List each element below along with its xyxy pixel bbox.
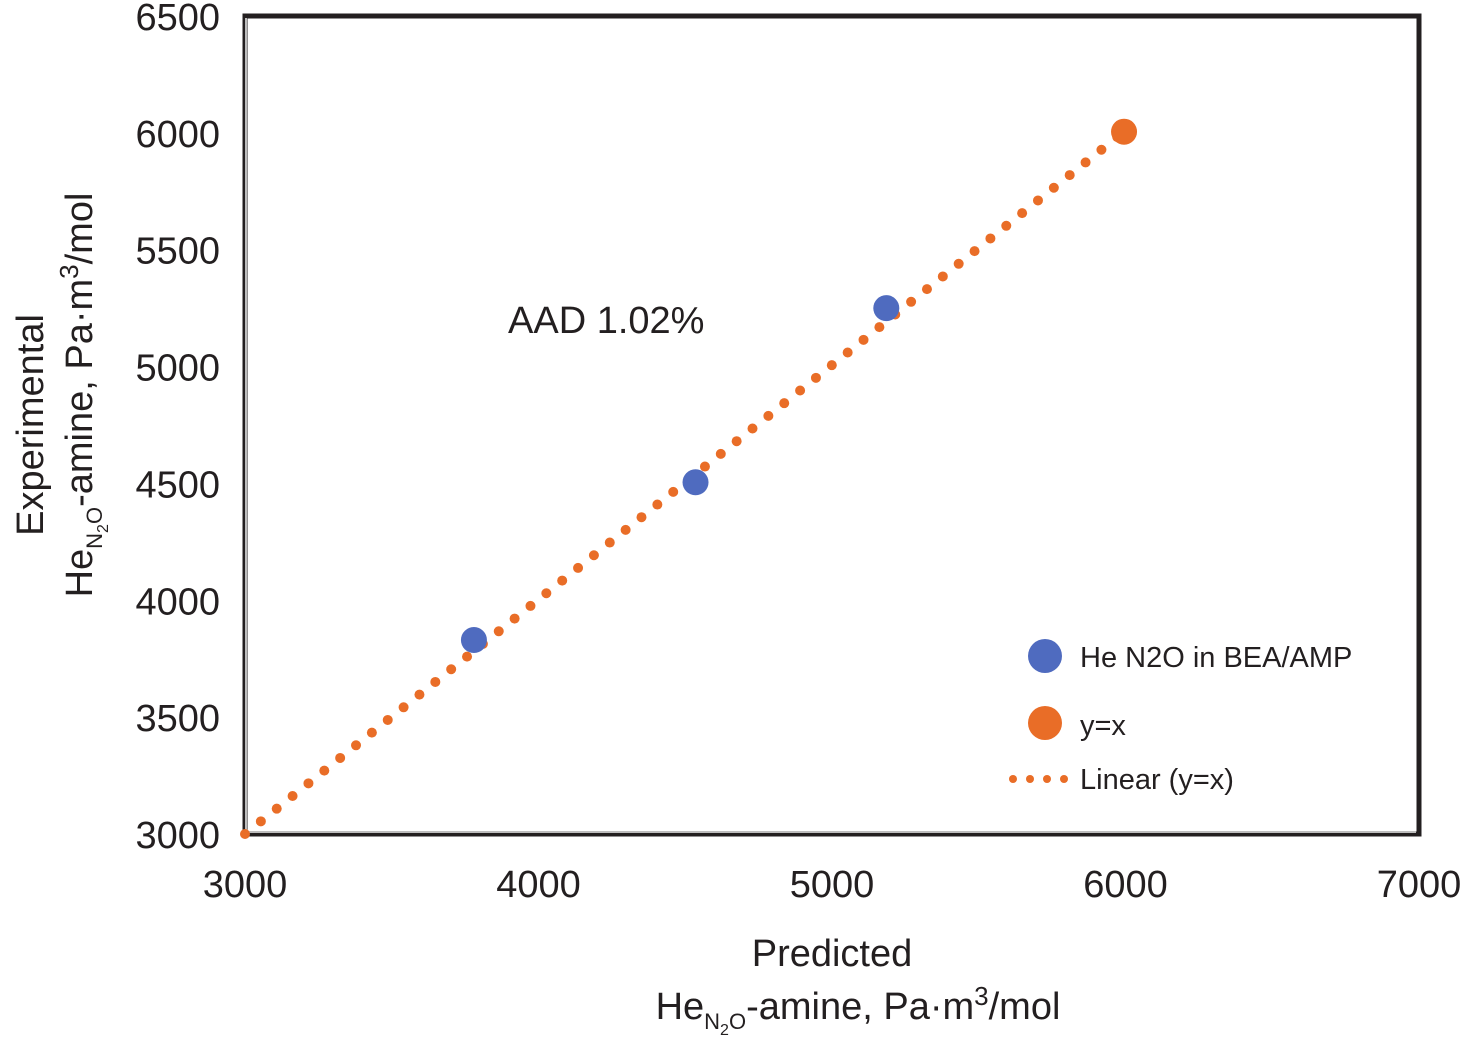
trendline-dot (636, 512, 647, 523)
legend-label-y-eq-x: y=x (1080, 710, 1126, 742)
trendline-dot (731, 436, 742, 447)
y-tick-label: 4500 (135, 464, 220, 506)
legend-marker-y-eq-x (1028, 706, 1062, 740)
trendline-dot (573, 562, 584, 573)
trendline-dot (303, 778, 314, 789)
trendline-dot (366, 727, 377, 738)
trendline-dot (747, 423, 758, 434)
y-tick-label: 3000 (135, 815, 220, 857)
trendline-dot (953, 258, 964, 269)
trendline-dot (858, 334, 869, 345)
trendline-linear-y-eq-x (240, 132, 1123, 839)
trendline-dot (255, 816, 266, 827)
data-points (460, 118, 1138, 654)
trendline-dot (937, 271, 948, 282)
trendline-dot (240, 829, 250, 839)
trendline-dot (525, 600, 536, 611)
trendline-dot (699, 461, 710, 472)
y-tick-label: 5000 (135, 348, 220, 390)
x-tick-label: 7000 (1377, 864, 1462, 906)
trendline-dot (557, 575, 568, 586)
x-tick-label: 6000 (1083, 864, 1168, 906)
y-tick-label: 4000 (135, 581, 220, 623)
trendline-dot (382, 714, 393, 725)
trendline-dot (826, 360, 837, 371)
y-tick-label: 6500 (135, 0, 220, 39)
trendline-dot (620, 524, 631, 535)
y-tick-label: 6000 (135, 114, 220, 156)
trendline-dot (1001, 220, 1012, 231)
x-axis-label-line2: HeN2O-amine, Pa·m3/mol (656, 981, 1061, 1037)
legend-marker-linear (1009, 775, 1068, 783)
trendline-dot (1017, 208, 1028, 219)
trendline-dot (509, 613, 520, 624)
legend-marker-he-n2o (1028, 639, 1062, 673)
trendline-dot (604, 537, 615, 548)
trendline-dot (319, 765, 330, 776)
trendline-dot (921, 284, 932, 295)
trendline-dot (588, 550, 599, 561)
trendline-dot (668, 486, 679, 497)
trendline-dot (985, 233, 996, 244)
trendline-dot (271, 803, 282, 814)
x-axis-label-line1: Predicted (752, 933, 913, 975)
trendline-dot (874, 322, 885, 333)
trendline-dot (969, 246, 980, 257)
trendline-dot (652, 499, 663, 510)
trendline-dot (1096, 144, 1107, 155)
plot-frame (242, 13, 1422, 837)
y-axis-label: Experimental HeN2O-amine, Pa·m3/mol (10, 193, 112, 598)
legend-label-he-n2o: He N2O in BEA/AMP (1080, 642, 1352, 674)
x-tick-labels: 3000 4000 5000 6000 7000 (203, 864, 1462, 906)
trendline-dot (1048, 182, 1059, 193)
data-point (682, 469, 709, 496)
data-point (460, 627, 487, 654)
legend-label-linear: Linear (y=x) (1080, 764, 1234, 796)
trendline-dot (287, 790, 298, 801)
trendline-dot (906, 296, 917, 307)
y-axis-label-line1: Experimental (10, 314, 52, 536)
trendline-dot (493, 626, 504, 637)
trendline-dot (715, 448, 726, 459)
data-point (873, 295, 900, 322)
x-axis-label: Predicted HeN2O-amine, Pa·m3/mol (656, 933, 1061, 1037)
trendline-dot (810, 372, 821, 383)
annotation-aad: AAD 1.02% (508, 300, 704, 342)
trendline-dot (446, 664, 457, 675)
y-axis-label-line2: HeN2O-amine, Pa·m3/mol (54, 193, 112, 598)
trendline-dot (541, 588, 552, 599)
trendline-dot (795, 385, 806, 396)
x-tick-label: 4000 (496, 864, 581, 906)
trendline-dot (335, 752, 346, 763)
y-tick-label: 5500 (135, 231, 220, 273)
trendline-dot (462, 651, 473, 662)
trendline-dot (414, 689, 425, 700)
x-tick-label: 5000 (790, 864, 875, 906)
trendline-dot (430, 676, 441, 687)
x-tick-label: 3000 (203, 864, 288, 906)
trendline-dot (842, 347, 853, 358)
trendline-dot (351, 740, 362, 751)
trendline-dot (1080, 157, 1091, 168)
y-tick-label: 3500 (135, 698, 220, 740)
trendline-dot (779, 398, 790, 409)
trendline-dot (1032, 195, 1043, 206)
legend: He N2O in BEA/AMP y=x Linear (y=x) (1009, 639, 1352, 796)
y-tick-labels: 3000 3500 4000 4500 5000 5500 6000 6500 (135, 0, 220, 857)
trendline-dot (398, 702, 409, 713)
data-point (1111, 118, 1138, 145)
trendline-dot (763, 410, 774, 421)
trendline-dot (1064, 170, 1075, 181)
